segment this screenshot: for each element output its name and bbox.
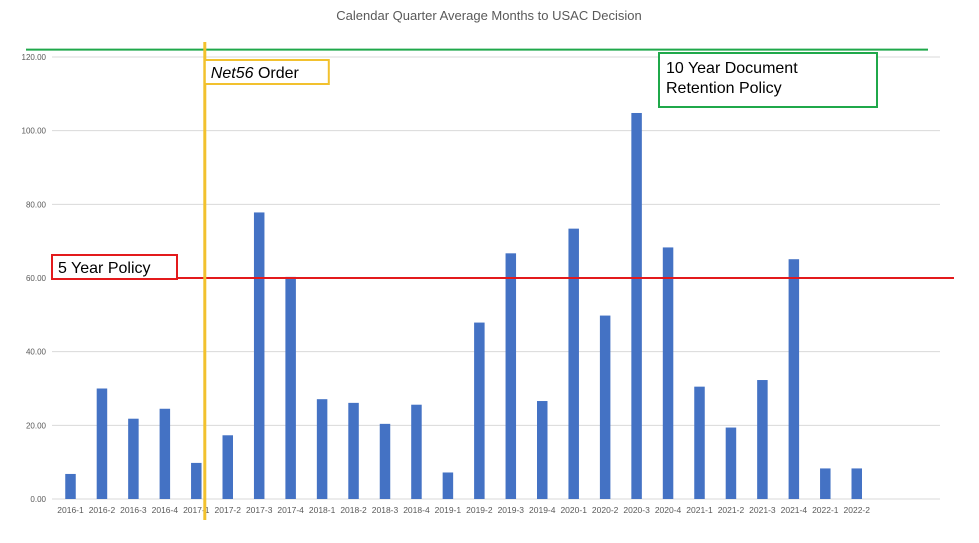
bar	[694, 386, 705, 499]
x-category-label: 2017-4	[277, 505, 304, 515]
y-tick-label: 40.00	[26, 348, 47, 357]
ten-year-policy-box	[658, 52, 878, 108]
bar	[631, 112, 642, 499]
x-category-label: 2021-1	[686, 505, 713, 515]
bar	[505, 253, 517, 499]
bar	[411, 404, 422, 499]
bar	[222, 435, 233, 499]
x-category-label: 2017-3	[246, 505, 273, 515]
ten-year-policy-label: 10 Year Document	[666, 60, 798, 77]
chart-title: Calendar Quarter Average Months to USAC …	[336, 8, 641, 23]
y-tick-label: 20.00	[26, 421, 47, 430]
x-category-label: 2021-4	[781, 505, 808, 515]
five-year-policy-label: 5 Year Policy	[58, 260, 151, 277]
net56-italic: Net56	[211, 65, 254, 82]
net56-rest: Order	[254, 65, 300, 82]
ten-year-policy-label: Retention Policy	[666, 80, 782, 97]
bar	[820, 468, 831, 499]
bar	[568, 228, 579, 500]
x-category-label: 2019-4	[529, 505, 556, 515]
y-tick-label: 60.00	[26, 274, 47, 283]
bar	[96, 388, 108, 499]
x-category-label: 2018-1	[309, 505, 336, 515]
y-tick-label: 100.00	[22, 127, 47, 136]
x-category-label: 2019-3	[498, 505, 525, 515]
x-category-label: 2019-2	[466, 505, 493, 515]
x-category-label: 2017-1	[183, 505, 210, 515]
x-category-label: 2016-1	[57, 505, 84, 515]
y-tick-label: 0.00	[30, 495, 46, 504]
y-tick-label: 120.00	[22, 53, 47, 62]
x-category-label: 2016-2	[89, 505, 116, 515]
x-category-label: 2021-3	[749, 505, 776, 515]
bar-layer	[65, 112, 862, 500]
x-category-label: 2020-4	[655, 505, 682, 515]
x-category-label: 2020-2	[592, 505, 619, 515]
y-axis-ticks: 0.00 20.00 40.00 60.00 80.00 100.00 120.00	[22, 53, 47, 504]
x-category-label: 2018-4	[403, 505, 430, 515]
x-category-label: 2018-2	[340, 505, 367, 515]
x-axis-categories: 2016-1 2016-2 2016-3 2016-4 2017-1 2017-2 2017…	[57, 505, 870, 515]
x-category-label: 2022-2	[844, 505, 871, 515]
x-category-label: 2021-2	[718, 505, 745, 515]
bar	[474, 322, 485, 499]
bar	[253, 212, 265, 500]
bar	[788, 259, 800, 499]
five-year-policy-box	[51, 254, 178, 280]
net56-order-box	[203, 59, 330, 85]
bar	[662, 247, 674, 499]
x-category-label: 2022-1	[812, 505, 839, 515]
net56-order-label: Net56 Order	[211, 65, 300, 82]
bar	[191, 462, 202, 499]
bar	[159, 408, 171, 499]
x-category-label: 2016-4	[152, 505, 179, 515]
bar	[537, 401, 548, 499]
x-category-label: 2017-2	[215, 505, 242, 515]
bar	[316, 399, 328, 499]
bar	[348, 402, 359, 499]
x-category-label: 2018-3	[372, 505, 399, 515]
bar	[379, 423, 391, 499]
x-category-label: 2016-3	[120, 505, 147, 515]
x-category-label: 2019-1	[435, 505, 462, 515]
bar	[128, 418, 139, 499]
bar	[65, 473, 76, 499]
annotations: 10 Year Document Retention Policy 5 Year P…	[26, 42, 954, 520]
y-tick-label: 80.00	[26, 200, 47, 209]
x-category-label: 2020-3	[623, 505, 650, 515]
bar	[442, 472, 454, 499]
bar	[851, 468, 862, 499]
bar	[725, 427, 737, 499]
x-category-label: 2020-1	[560, 505, 587, 515]
bar	[757, 380, 768, 499]
bar	[599, 315, 611, 499]
bar	[285, 276, 296, 499]
